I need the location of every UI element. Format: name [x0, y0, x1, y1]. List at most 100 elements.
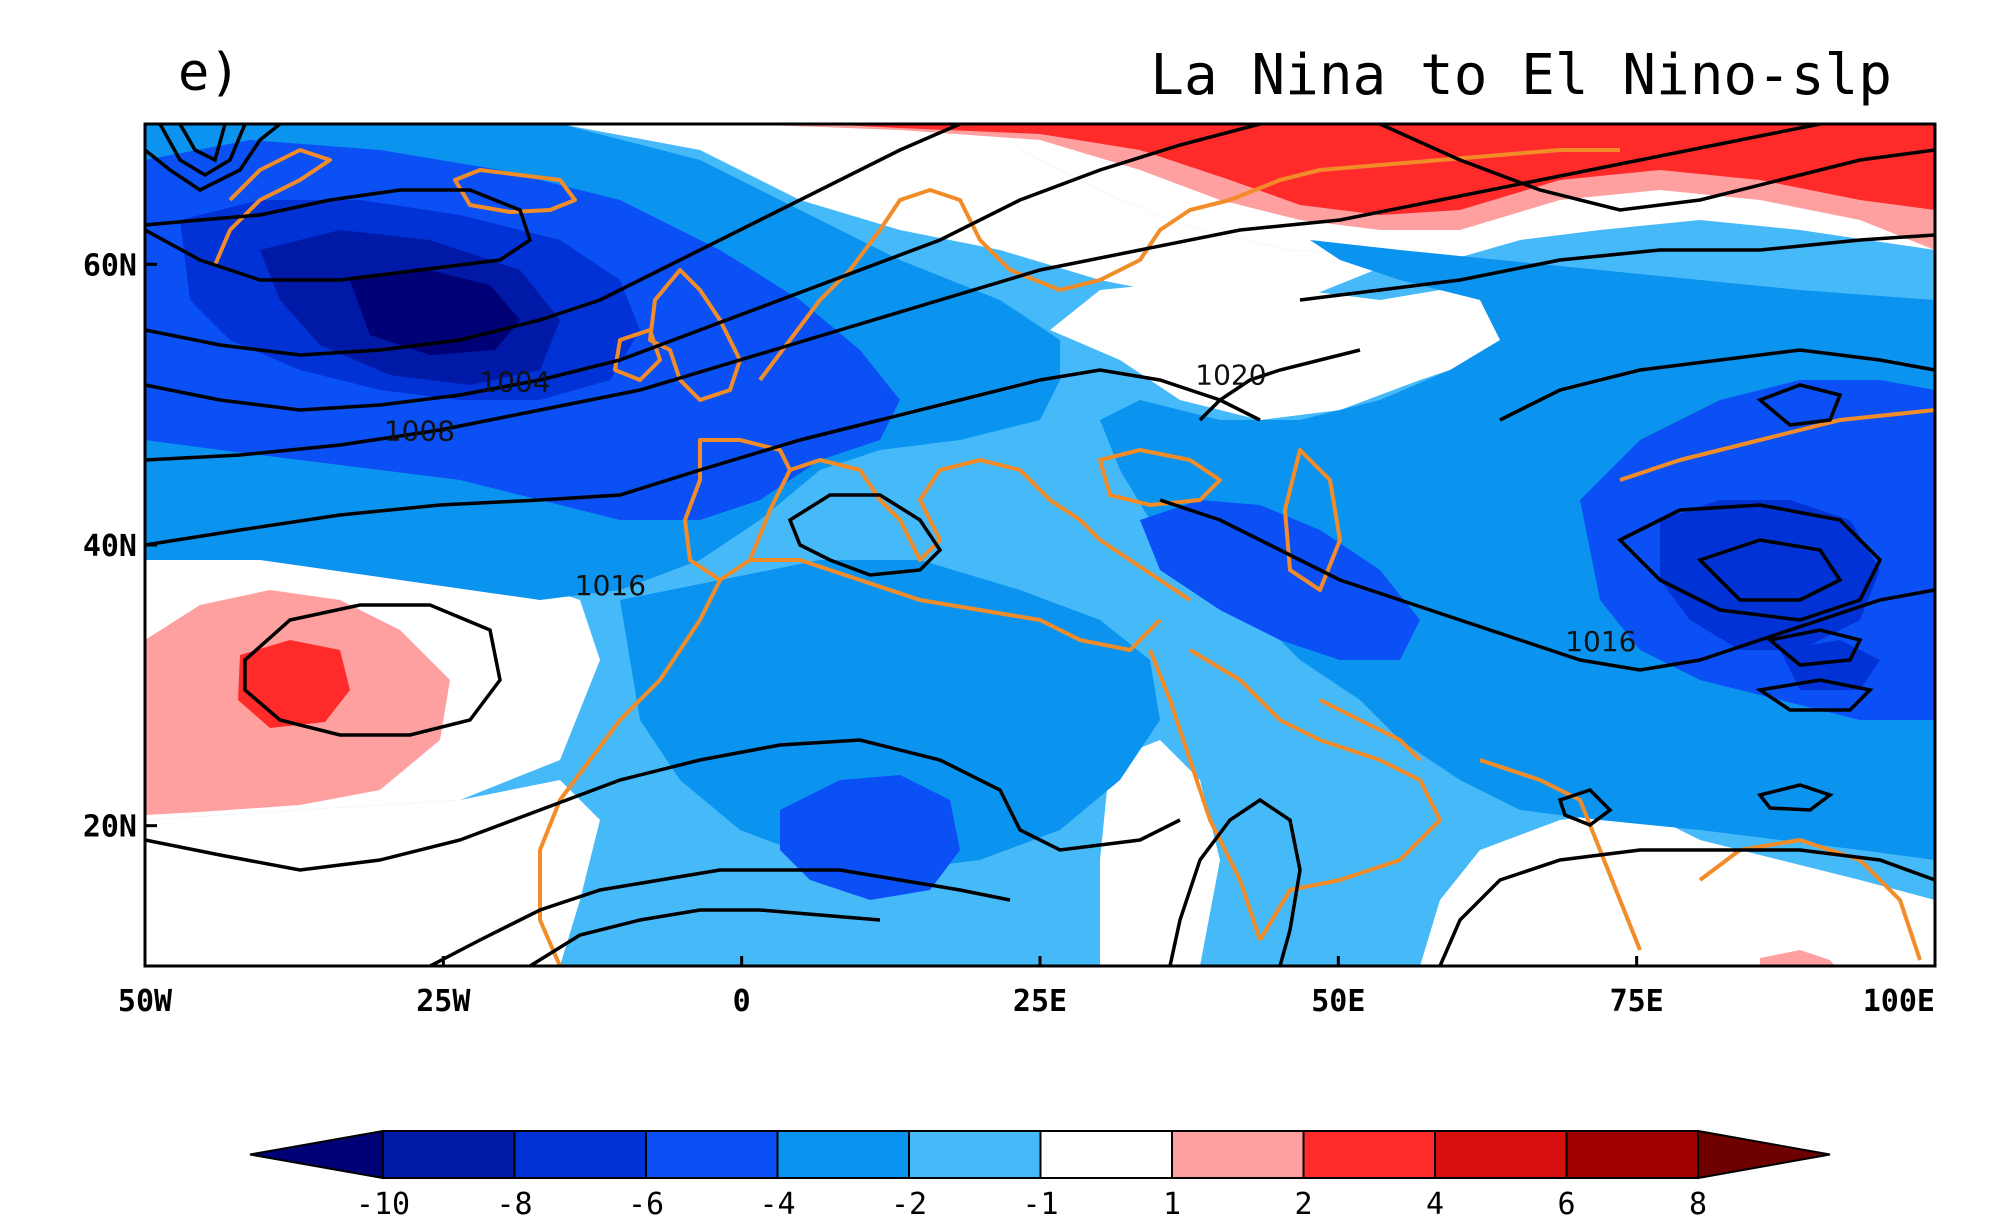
contour-africa-2	[429, 868, 1011, 966]
colorbar-tick-label: 4	[1426, 1187, 1444, 1222]
coast-med-south	[750, 558, 1162, 652]
colorbar-segment	[1434, 1130, 1568, 1179]
contour-greenland-1	[145, 124, 282, 193]
map-plot: 1004 1008 1016 1020 1016	[145, 124, 1935, 966]
contour-1016	[145, 368, 1261, 547]
x-tick-label: 25W	[416, 984, 471, 1019]
y-axis: 60N 40N 20N	[83, 248, 157, 845]
contour-africa-1	[145, 738, 1181, 872]
contour-east-small-1	[1756, 383, 1843, 427]
colorbar-tick-label: -1	[1022, 1187, 1058, 1222]
coast-britain	[648, 268, 742, 402]
colorbar-tick-label: 8	[1689, 1187, 1707, 1222]
contour-1000	[145, 188, 533, 282]
colorbar-segment	[908, 1130, 1042, 1179]
contour-label: 1016	[575, 569, 646, 602]
shade-neg2-east	[1100, 240, 1935, 860]
coast-iceland	[453, 168, 577, 214]
contour-se-loop-2	[1756, 783, 1834, 812]
x-tick-label: 50E	[1311, 984, 1365, 1019]
contour-1016-east	[1159, 498, 1935, 672]
coast-black-sea	[1098, 448, 1222, 507]
colorbar-segment	[513, 1130, 647, 1179]
colorbar-segment	[382, 1130, 516, 1179]
contour-italy-loop	[787, 493, 943, 577]
contour-east-high-1	[1617, 503, 1883, 622]
panel-label: e)	[178, 43, 241, 103]
coast-europe	[758, 148, 1620, 382]
colorbar-tick-label: 1	[1163, 1187, 1181, 1222]
y-tick-label: 60N	[83, 248, 137, 283]
x-tick-label: 75E	[1610, 984, 1664, 1019]
contour-east-high-2	[1696, 538, 1843, 602]
colorbar-segment	[776, 1130, 910, 1179]
colorbar-tick-label: 6	[1557, 1187, 1575, 1222]
shade-north-white-band-2	[560, 124, 1520, 300]
coast-red-sea	[1148, 649, 1262, 941]
contour-greenland-3	[178, 124, 227, 163]
contour-label: 1008	[384, 415, 455, 448]
coast-ireland	[613, 328, 662, 382]
shade-atlantic-white-sw	[145, 780, 600, 966]
colorbar-tick-label: 2	[1294, 1187, 1312, 1222]
coast-arabia	[1188, 648, 1442, 942]
contour-east-small-2	[1766, 628, 1863, 667]
x-tick-label: 100E	[1863, 984, 1935, 1019]
contour-se-1	[1168, 797, 1302, 966]
coast-med-north	[789, 458, 1192, 602]
contour-se-loop	[1557, 787, 1613, 827]
colorbar-tick-label: -8	[496, 1187, 532, 1222]
y-tick-label: 40N	[83, 529, 137, 564]
contour-atlantic-high	[243, 603, 502, 737]
shade-neg10-atlantic	[350, 268, 520, 355]
coastlines	[213, 148, 1935, 966]
colorbar-segment	[1565, 1130, 1699, 1179]
shade-southeast-white-2	[1420, 810, 1935, 966]
colorbar-segment	[1171, 1130, 1305, 1179]
coast-persian-gulf	[1319, 698, 1422, 762]
coast-greenland	[213, 148, 332, 266]
coast-north-africa	[538, 579, 722, 966]
shade-neg2-africa	[620, 560, 1160, 870]
contour-labels: 1004 1008 1016 1020 1016	[384, 359, 1637, 659]
anomaly-shading	[145, 124, 1935, 966]
contour-label: 1020	[1195, 359, 1266, 392]
y-tick-label: 20N	[83, 810, 137, 845]
contour-nw-far	[1379, 124, 1935, 212]
colorbar-left-arrow	[249, 1129, 384, 1180]
x-tick-label: 25E	[1013, 984, 1067, 1019]
contour-1004	[145, 124, 961, 357]
colorbar-right-arrow	[1697, 1129, 1831, 1180]
coast-southeast	[1698, 838, 1922, 961]
contour-east-small-3	[1755, 678, 1874, 712]
shade-neg4-asia	[1140, 500, 1420, 660]
colorbar-segment	[1302, 1130, 1436, 1179]
contour-north-mid	[1299, 233, 1935, 302]
contour-1012	[145, 124, 1821, 462]
pressure-contours	[145, 124, 1935, 966]
colorbar-tick-label: -10	[356, 1187, 410, 1222]
coast-caspian	[1283, 448, 1342, 592]
shade-southeast-pos	[1760, 950, 1835, 966]
contour-greenland-2	[158, 124, 247, 178]
colorbar: -10 -8 -6 -4 -2 -1 1 2 4 6 8	[249, 1129, 1831, 1222]
contour-label: 1016	[1565, 625, 1636, 658]
contour-label: 1004	[479, 366, 550, 399]
x-tick-label: 0	[733, 984, 751, 1019]
colorbar-segment	[1039, 1130, 1173, 1179]
chart-title: La Nina to El Nino-slp	[1150, 43, 1892, 108]
contour-1008	[145, 124, 1261, 412]
contour-se-2	[1438, 848, 1935, 966]
x-tick-label: 50W	[118, 984, 173, 1019]
colorbar-segment	[645, 1130, 779, 1179]
colorbar-tick-label: -4	[759, 1187, 795, 1222]
contour-1020	[1198, 348, 1361, 422]
colorbar-tick-label: -2	[891, 1187, 927, 1222]
colorbar-tick-label: -6	[628, 1187, 664, 1222]
x-axis: 50W 25W 0 25E 50E 75E 100E	[118, 956, 1937, 1019]
contour-east-top	[1499, 348, 1935, 422]
shade-southeast-white	[1100, 740, 1220, 966]
shade-arctic-pos2	[820, 124, 1935, 215]
coast-asia-east	[1619, 408, 1935, 482]
